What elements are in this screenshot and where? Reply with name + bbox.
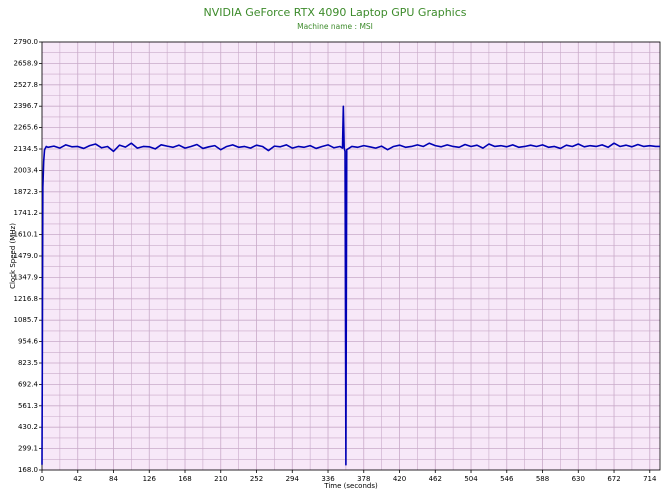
- y-tick-label: 2658.9: [14, 59, 39, 67]
- x-tick-label: 294: [286, 475, 300, 483]
- x-tick-label: 0: [40, 475, 44, 483]
- y-tick-label: 561.3: [18, 402, 38, 410]
- data-line: [41, 105, 660, 466]
- y-tick-label: 1479.0: [14, 252, 39, 260]
- x-tick-label: 126: [143, 475, 157, 483]
- x-tick-label: 504: [464, 475, 478, 483]
- y-tick-label: 168.0: [18, 466, 38, 474]
- chart-subtitle: Machine name : MSI: [297, 22, 373, 31]
- y-tick-label: 1347.9: [14, 273, 39, 281]
- x-tick-label: 714: [643, 475, 657, 483]
- y-tick-label: 1216.8: [14, 295, 39, 303]
- y-tick-label: 1872.3: [14, 188, 39, 196]
- x-tick-label: 672: [607, 475, 620, 483]
- x-tick-label: 378: [357, 475, 370, 483]
- x-tick-label: 252: [250, 475, 263, 483]
- y-tick-label: 1085.7: [14, 316, 39, 324]
- y-tick-label: 299.1: [18, 445, 38, 453]
- x-tick-label: 42: [73, 475, 82, 483]
- chart-title: NVIDIA GeForce RTX 4090 Laptop GPU Graph…: [203, 6, 466, 19]
- y-tick-label: 2527.8: [14, 81, 39, 89]
- y-tick-label: 823.5: [18, 359, 38, 367]
- x-tick-label: 84: [109, 475, 118, 483]
- x-tick-label: 546: [500, 475, 514, 483]
- y-tick-label: 692.4: [18, 380, 39, 388]
- y-tick-label: 1610.1: [14, 231, 39, 239]
- x-tick-label: 168: [178, 475, 191, 483]
- x-tick-label: 420: [393, 475, 406, 483]
- y-tick-label: 2790.0: [14, 38, 39, 46]
- y-axis-label: Clock Speed (MHz): [9, 223, 17, 289]
- x-tick-label: 336: [321, 475, 335, 483]
- x-tick-label: 462: [429, 475, 442, 483]
- y-tick-label: 2396.7: [14, 102, 39, 110]
- y-tick-label: 954.6: [18, 338, 39, 346]
- x-tick-label: 588: [536, 475, 549, 483]
- x-tick-label: 630: [572, 475, 585, 483]
- y-tick-label: 430.2: [18, 423, 38, 431]
- y-tick-label: 1741.2: [14, 209, 39, 217]
- y-tick-label: 2003.4: [14, 166, 39, 174]
- y-tick-label: 2265.6: [14, 124, 39, 132]
- x-axis-label: Time (seconds): [323, 482, 378, 490]
- y-tick-label: 2134.5: [14, 145, 39, 153]
- x-tick-label: 210: [214, 475, 227, 483]
